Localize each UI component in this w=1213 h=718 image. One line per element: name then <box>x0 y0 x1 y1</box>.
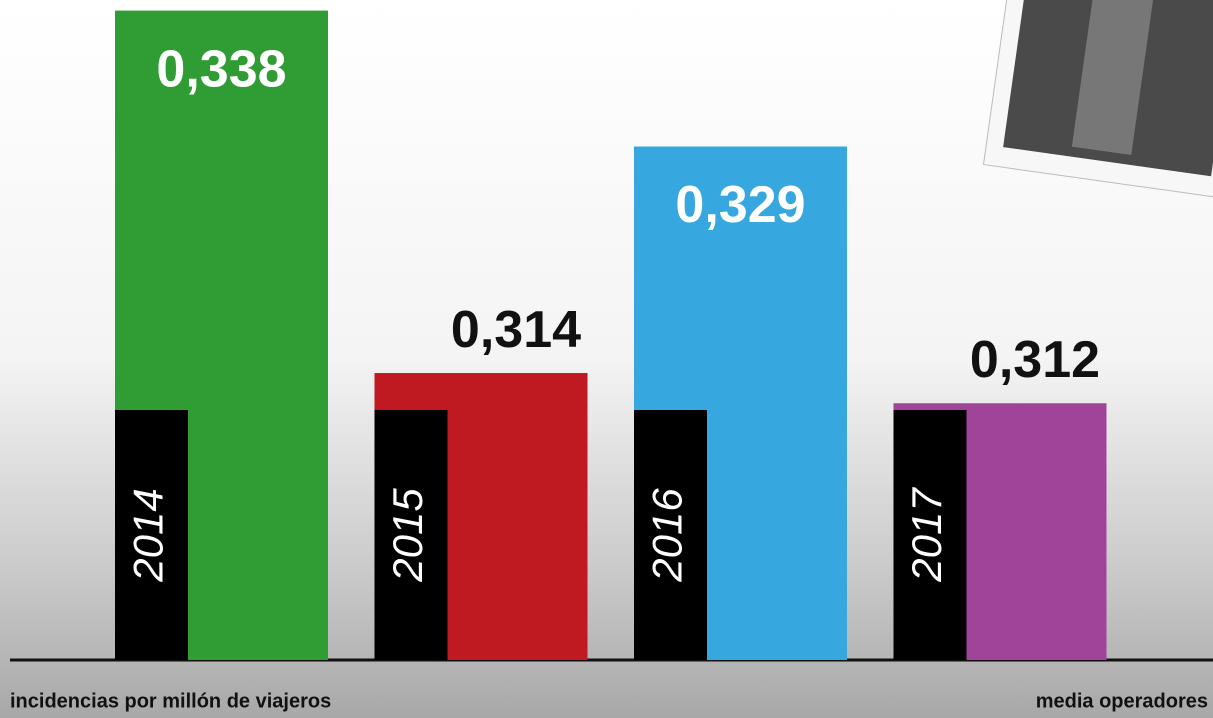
chart: incidencias por millón de viajeros media… <box>0 0 1213 718</box>
value-label: 0,312 <box>970 331 1100 389</box>
x-tick-label: 2017 <box>903 487 950 583</box>
value-label: 0,314 <box>451 301 581 359</box>
x-tick-label: 2015 <box>384 488 431 583</box>
photo <box>983 0 1213 198</box>
x-tick-label: 2016 <box>644 488 691 583</box>
axis-label: incidencias por millón de viajeros <box>10 690 331 712</box>
note: media operadores <box>1036 690 1208 712</box>
value-label: 0,329 <box>675 176 805 234</box>
value-label: 0,338 <box>156 40 286 98</box>
x-tick-label: 2014 <box>125 488 172 582</box>
